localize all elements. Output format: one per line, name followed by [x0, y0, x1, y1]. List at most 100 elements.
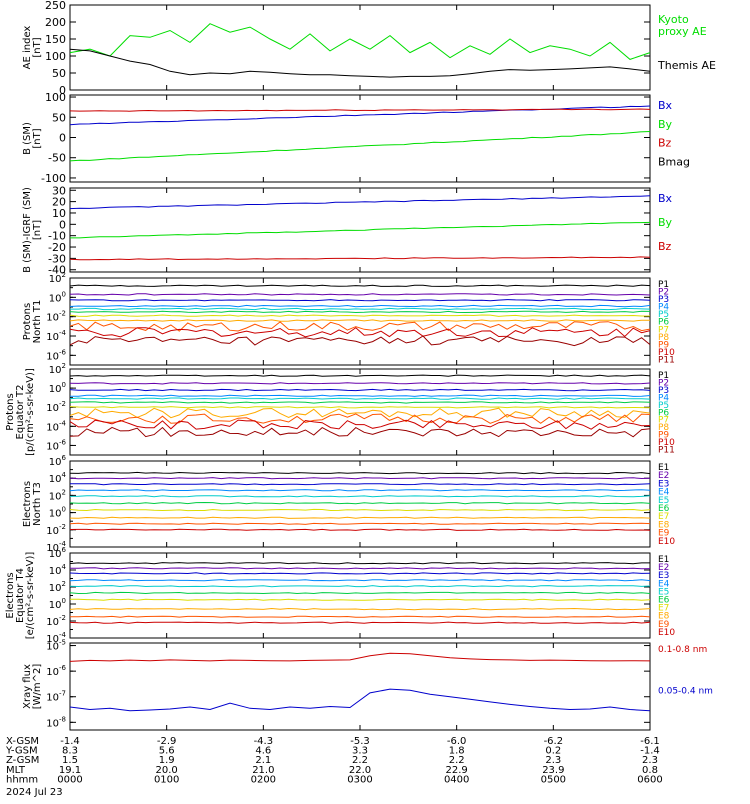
series-line-p2 — [69, 293, 651, 296]
legend-entry: P7 — [658, 416, 669, 426]
y-tick-label: 100 — [45, 50, 66, 63]
ephemeris-row-label: Y-GSM — [5, 746, 38, 757]
y-tick-label: 0 — [59, 131, 66, 144]
legend-entry: Themis AE — [657, 59, 716, 72]
y-tick-label: 10 — [52, 207, 66, 220]
y-axis-label: Electrons — [22, 481, 33, 527]
y-tick-label: 20 — [52, 196, 66, 209]
y-tick-label: -30 — [48, 252, 66, 265]
legend-entry: P3 — [658, 295, 669, 305]
ephemeris-value: 0200 — [251, 774, 276, 785]
y-tick-label: 100 — [49, 506, 66, 520]
legend-entry: P5 — [658, 401, 669, 411]
y-tick-label: -100 — [41, 172, 66, 185]
series-line-e3 — [69, 572, 651, 575]
legend-entry: By — [658, 118, 673, 131]
series-line-p9 — [69, 413, 651, 424]
series-line-p8 — [69, 407, 651, 419]
legend-entry: Bx — [658, 192, 673, 205]
y-tick-label: 10-4 — [46, 540, 66, 554]
y-axis-label: [nT] — [32, 37, 43, 57]
ephemeris-value: -2.9 — [157, 736, 177, 747]
y-axis-label: [nT] — [32, 220, 43, 240]
y-tick-label: 104 — [49, 563, 67, 577]
legend-entry: P4 — [658, 393, 669, 403]
series-line-by — [70, 221, 651, 239]
ephemeris-value: 0.2 — [545, 746, 561, 757]
panel-frame-2 — [69, 94, 651, 183]
y-axis-label: B (SM)-IGRF (SM) — [22, 187, 33, 273]
legend-entry: E7 — [658, 604, 669, 614]
series-line-e7 — [69, 508, 651, 512]
ephemeris-value: 23.9 — [542, 765, 564, 776]
ephemeris-value: 1.5 — [62, 755, 78, 766]
series-line-p7 — [69, 406, 651, 409]
y-axis-label: Electrons — [5, 572, 16, 618]
ephemeris-value: 21.0 — [252, 765, 274, 776]
plot-date: 2024 Jul 23 — [6, 787, 63, 798]
y-tick-label: 10-2 — [46, 614, 66, 628]
y-tick-label: 10-5 — [46, 639, 66, 653]
series-line-p3 — [69, 388, 651, 392]
series-line-p11 — [69, 426, 651, 438]
legend-entry: P3 — [658, 386, 669, 396]
y-axis-label: AE index — [22, 26, 33, 70]
legend-entry: Bz — [658, 240, 672, 253]
y-tick-label: 10-6 — [46, 664, 66, 678]
panel-frame-4 — [69, 277, 651, 366]
ephemeris-value: 22.0 — [349, 765, 371, 776]
series-line-0-1-0-8-nm — [69, 652, 651, 662]
series-line-e3 — [70, 483, 651, 486]
ephemeris-value: 2.3 — [642, 755, 658, 766]
series-line-e5 — [69, 585, 651, 588]
y-tick-label: -10 — [48, 230, 66, 243]
legend-entry: P8 — [658, 423, 669, 433]
legend-entry: E2 — [658, 563, 669, 573]
series-line-e10 — [69, 621, 651, 624]
y-tick-label: 100 — [49, 290, 66, 304]
legend-entry: E9 — [658, 620, 670, 630]
legend-entry: P2 — [658, 288, 669, 298]
legend-entry: P1 — [658, 371, 669, 381]
legend-entry: E1 — [658, 463, 669, 473]
series-line-e8 — [69, 607, 651, 611]
y-tick-label: 10-4 — [46, 631, 66, 645]
legend-entry: P8 — [658, 333, 669, 343]
ephemeris-value: 1.8 — [449, 746, 465, 757]
series-line-e1 — [69, 562, 650, 565]
series-line-p5 — [70, 307, 651, 311]
y-tick-label: 102 — [49, 488, 66, 502]
y-tick-label: 10-8 — [46, 715, 66, 729]
legend-entry: Bmag — [658, 155, 690, 168]
ephemeris-value: 19.1 — [59, 765, 81, 776]
y-tick-label: 50 — [52, 67, 66, 80]
legend-entry: Bz — [658, 137, 672, 150]
panel-frame-5 — [69, 368, 651, 456]
y-tick-label: 200 — [45, 16, 66, 29]
legend-entry: P11 — [658, 355, 675, 365]
ephemeris-value: -1.4 — [640, 746, 660, 757]
ephemeris-row-label: Z-GSM — [6, 755, 39, 766]
series-line-e7 — [69, 598, 651, 601]
legend-entry: E6 — [658, 596, 670, 606]
legend-entry: P6 — [658, 408, 669, 418]
series-line-p7 — [69, 314, 650, 317]
y-axis-label: Equator T4 — [15, 568, 26, 623]
legend-entry: E8 — [658, 612, 670, 622]
y-axis-label: North T3 — [32, 482, 43, 526]
legend-entry: E10 — [658, 537, 675, 547]
legend-entry: P9 — [658, 431, 669, 441]
y-tick-label: 250 — [45, 0, 66, 12]
series-line-p9 — [69, 321, 651, 332]
legend-entry: E7 — [658, 512, 669, 522]
series-line-e10 — [69, 528, 651, 531]
y-tick-label: 106 — [49, 546, 67, 560]
series-line-p1 — [69, 284, 651, 287]
series-line-p1 — [69, 374, 651, 377]
series-line-p2 — [69, 382, 651, 385]
panel-frame-6 — [69, 460, 651, 548]
legend-entry: P5 — [658, 310, 669, 320]
ephemeris-row-label: hhmm — [6, 774, 38, 785]
